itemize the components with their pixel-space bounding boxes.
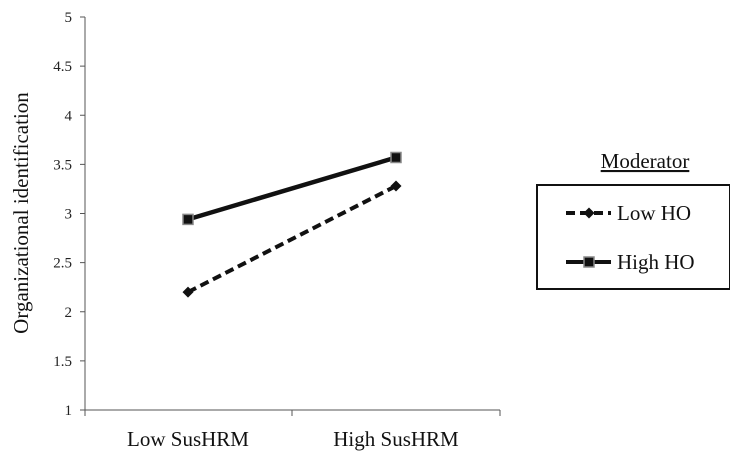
data-point-high-ho bbox=[182, 213, 194, 226]
y-ticks: 1 1.5 2 2.5 3 3.5 4 4.5 5 bbox=[53, 10, 85, 419]
data-point-low-ho bbox=[182, 286, 194, 298]
y-tick-label: 2 bbox=[65, 305, 73, 321]
legend-marker-high-ho bbox=[583, 256, 595, 268]
y-tick-label: 3 bbox=[65, 207, 73, 223]
x-ticks: Low SusHRM High SusHRM bbox=[84, 410, 501, 451]
series-line-low-ho bbox=[187, 184, 397, 294]
series-line-high-ho bbox=[187, 155, 397, 222]
data-point-low-ho bbox=[390, 180, 402, 192]
y-tick-label: 3.5 bbox=[53, 157, 72, 173]
x-category-label: Low SusHRM bbox=[127, 427, 249, 451]
y-axis-title: Organizational identification bbox=[9, 92, 33, 334]
y-tick-label: 4 bbox=[65, 108, 73, 124]
x-category-label: High SusHRM bbox=[333, 427, 459, 451]
y-tick-label: 1.5 bbox=[53, 354, 72, 370]
legend-marker-low-ho bbox=[583, 207, 595, 219]
y-tick-label: 5 bbox=[65, 10, 73, 26]
legend-label-high-ho: High HO bbox=[617, 250, 695, 274]
data-point-high-ho bbox=[390, 151, 402, 164]
y-tick-label: 1 bbox=[65, 403, 73, 419]
legend: Moderator Low HO High HO bbox=[536, 149, 730, 290]
legend-title: Moderator bbox=[601, 149, 690, 173]
legend-label-low-ho: Low HO bbox=[617, 201, 691, 225]
y-tick-label: 4.5 bbox=[53, 59, 72, 75]
series-layer bbox=[182, 151, 402, 298]
legend-items: Low HO High HO bbox=[566, 201, 695, 274]
legend-box bbox=[536, 184, 730, 290]
y-tick-label: 2.5 bbox=[53, 256, 72, 272]
